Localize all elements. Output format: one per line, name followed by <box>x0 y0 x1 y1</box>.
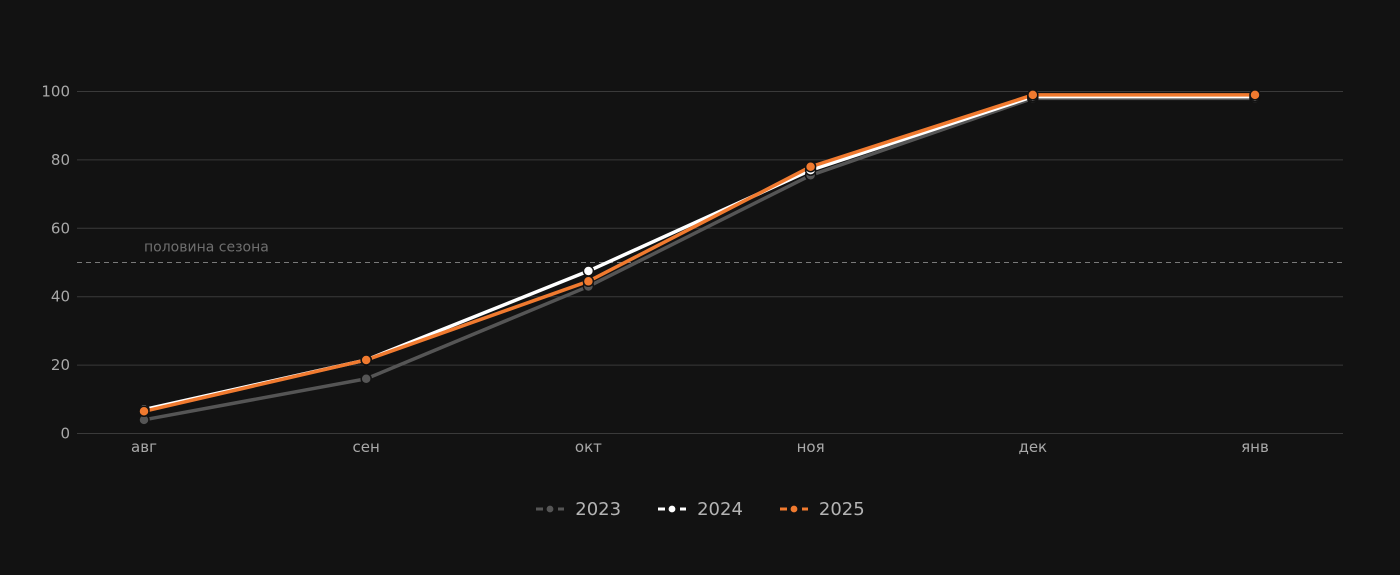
legend-label: 2024 <box>697 498 743 520</box>
y-tick-label: 60 <box>51 219 70 237</box>
x-tick-label: авг <box>131 438 157 456</box>
data-point-2025-3[interactable] <box>804 160 817 173</box>
y-tick-label: 20 <box>51 356 70 374</box>
legend-item-2025[interactable]: 2025 <box>779 499 865 520</box>
y-tick-label: 100 <box>41 83 70 101</box>
legend-swatch-dot <box>667 504 677 514</box>
x-axis-tick-labels: авг сен окт ноя дек янв <box>131 438 1269 456</box>
legend-swatch-dot <box>545 504 555 514</box>
data-point-2023-1[interactable] <box>360 373 372 385</box>
series-line-2025 <box>142 93 1257 414</box>
legend-label: 2025 <box>818 498 865 520</box>
x-tick-label: янв <box>1241 438 1269 456</box>
series-lines <box>142 93 1257 422</box>
x-tick-label: ноя <box>797 438 825 456</box>
data-point-2024-2[interactable] <box>582 265 595 277</box>
data-point-2025-1[interactable] <box>360 354 372 366</box>
chart-legend: 2023 2024 2025 <box>0 494 1400 524</box>
legend-item-2024[interactable]: 2024 <box>657 499 743 520</box>
legend-label: 2023 <box>575 498 622 520</box>
y-axis-tick-labels: 0 20 40 60 80 100 <box>41 83 70 443</box>
y-tick-label: 40 <box>51 288 70 306</box>
y-tick-label: 80 <box>51 151 70 169</box>
x-tick-label: сен <box>353 438 380 456</box>
grid-lines <box>77 91 1343 434</box>
legend-item-2023[interactable]: 2023 <box>535 499 621 520</box>
line-chart: половина сезона 0 20 40 60 80 100 авг сен окт но… <box>41 83 1343 456</box>
legend-swatch-icon <box>779 504 808 514</box>
reference-line-group: половина сезона <box>77 240 1343 263</box>
x-tick-label: окт <box>575 438 602 456</box>
data-point-2025-5[interactable] <box>1249 89 1261 101</box>
series-line-2024 <box>142 94 1257 412</box>
data-point-2025-0[interactable] <box>138 405 150 418</box>
legend-swatch-icon <box>536 504 565 514</box>
x-tick-label: дек <box>1018 438 1047 456</box>
legend-swatch-icon <box>658 504 687 514</box>
reference-line-label: половина сезона <box>144 240 269 256</box>
data-point-2025-4[interactable] <box>1027 89 1039 101</box>
y-tick-label: 0 <box>60 425 70 443</box>
data-point-2025-2[interactable] <box>582 275 595 288</box>
series-points <box>138 89 1261 426</box>
legend-swatch-dot <box>789 504 799 514</box>
